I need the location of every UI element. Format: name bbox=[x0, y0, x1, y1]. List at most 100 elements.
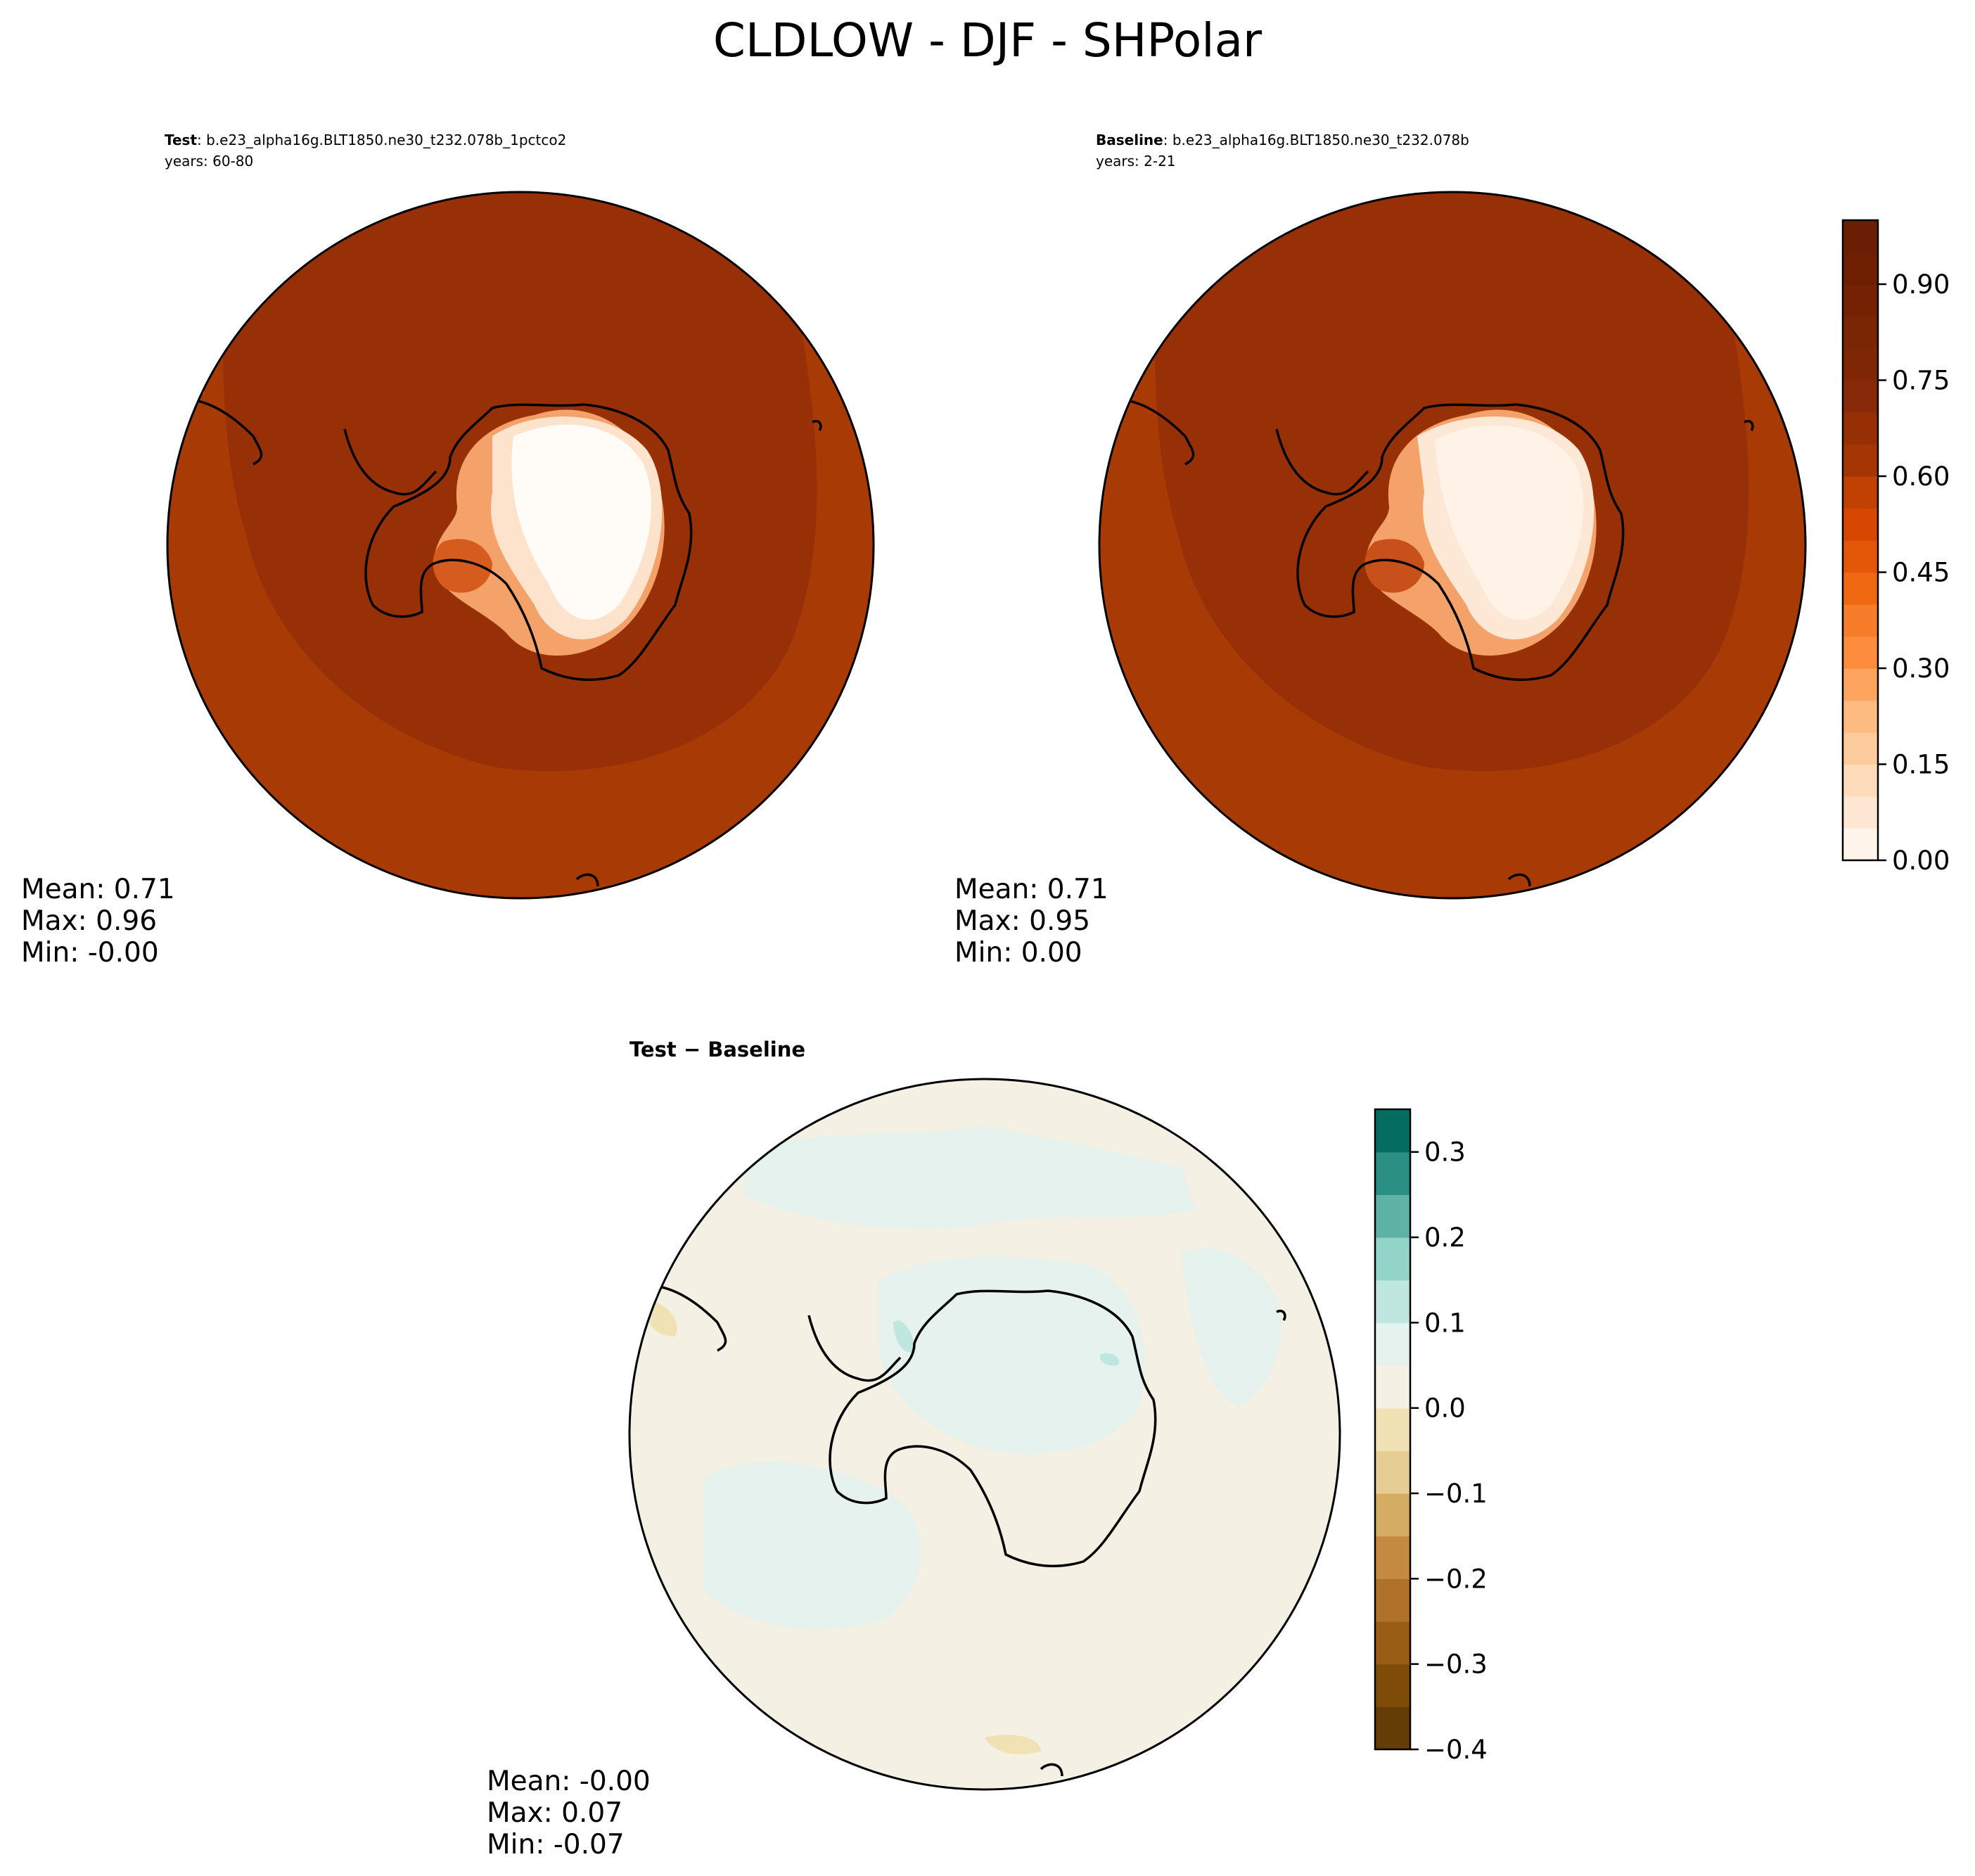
coastline-antarctica bbox=[829, 1289, 1157, 1568]
map-zone-shelf bbox=[1364, 539, 1424, 593]
colorbar-1-level-11 bbox=[1843, 476, 1878, 509]
colorbar-1-level-16 bbox=[1843, 316, 1878, 349]
coastline-island bbox=[812, 420, 822, 432]
panel-test-label: Test bbox=[165, 132, 197, 148]
panel-baseline: Baseline: b.e23_alpha16g.BLT1850.ne30_t2… bbox=[954, 132, 1807, 969]
polar-map-baseline bbox=[1099, 192, 1805, 898]
panel-diff-title: Test − Baseline bbox=[629, 1038, 805, 1061]
colorbar-2-level-13 bbox=[1375, 1151, 1410, 1195]
colorbar-1-level-7 bbox=[1843, 604, 1878, 637]
colorbar-1-tick-label: 0.45 bbox=[1892, 558, 1950, 588]
colorbar-2-level-5 bbox=[1375, 1493, 1410, 1537]
polar-map-test bbox=[167, 192, 874, 898]
colorbar-2-tick-label: −0.3 bbox=[1424, 1650, 1488, 1680]
colorbar-2-tick-label: −0.4 bbox=[1424, 1735, 1488, 1765]
coastline-australia bbox=[1040, 1763, 1063, 1777]
colorbar-1-frame bbox=[1841, 219, 1879, 862]
panel-test-case-name: b.e23_alpha16g.BLT1850.ne30_t232.078b_1p… bbox=[206, 132, 566, 148]
colorbar-2-frame bbox=[1374, 1108, 1412, 1751]
colorbar-1-level-9 bbox=[1843, 540, 1878, 573]
panel-baseline-label: Baseline bbox=[1096, 132, 1163, 148]
panel-test-years: years: 60-80 bbox=[165, 153, 253, 170]
map-diff-positive-patch bbox=[1100, 1353, 1119, 1366]
panel-test-title: Test: b.e23_alpha16g.BLT1850.ne30_t232.0… bbox=[165, 132, 566, 148]
colorbar-2-tick-label: 0.3 bbox=[1424, 1137, 1466, 1168]
panel-test-separator: : bbox=[197, 132, 206, 148]
stat-min-diff: Min: -0.07 bbox=[487, 1829, 625, 1861]
colorbar-cloud-fraction: 0.00 0.15 0.30 0.45 0.60 0.75 0.90 bbox=[1841, 219, 1950, 876]
stat-min-baseline: Min: 0.00 bbox=[954, 937, 1082, 969]
colorbar-1-level-5 bbox=[1843, 668, 1878, 701]
colorbar-2-level-14 bbox=[1375, 1109, 1410, 1153]
panel-baseline-title: Baseline: b.e23_alpha16g.BLT1850.ne30_t2… bbox=[1096, 132, 1469, 148]
colorbar-1-tick-label: 0.90 bbox=[1892, 269, 1950, 300]
coastline-peninsula bbox=[1275, 428, 1369, 496]
colorbar-2-level-10 bbox=[1375, 1280, 1410, 1323]
map-zone-interior bbox=[1435, 425, 1584, 620]
panel-baseline-years: years: 2-21 bbox=[1096, 153, 1176, 170]
colorbar-2-level-7 bbox=[1375, 1408, 1410, 1451]
colorbar-2-level-0 bbox=[1375, 1706, 1410, 1750]
colorbar-1-level-19 bbox=[1843, 220, 1878, 253]
map-diff-positive-zone bbox=[1182, 1248, 1281, 1407]
colorbar-1-level-15 bbox=[1843, 348, 1878, 381]
colorbar-1-level-18 bbox=[1843, 252, 1878, 285]
colorbar-1-level-2 bbox=[1843, 764, 1878, 797]
map-boundary-baseline bbox=[1098, 191, 1807, 900]
map-zone-shelf bbox=[433, 539, 492, 593]
colorbar-1-level-4 bbox=[1843, 700, 1878, 733]
coastline-peninsula bbox=[343, 428, 437, 496]
colorbar-1-level-3 bbox=[1843, 732, 1878, 765]
colorbar-1-level-17 bbox=[1843, 284, 1878, 317]
coastline-peninsula bbox=[807, 1315, 902, 1382]
coastline-antarctica bbox=[1296, 403, 1625, 682]
map-zone-interior bbox=[511, 424, 652, 620]
colorbar-1-tick-label: 0.60 bbox=[1892, 461, 1950, 492]
panel-test: Test: b.e23_alpha16g.BLT1850.ne30_t232.0… bbox=[21, 132, 875, 969]
map-diff-positive-zone bbox=[879, 1256, 1145, 1455]
colorbar-2-level-1 bbox=[1375, 1664, 1410, 1707]
coastline-antarctica bbox=[364, 403, 693, 682]
colorbar-2-level-9 bbox=[1375, 1322, 1410, 1366]
colorbar-2-tick-label: 0.1 bbox=[1424, 1308, 1466, 1338]
colorbar-difference: −0.4 −0.3 −0.2 −0.1 0.0 0.1 0.2 0.3 bbox=[1374, 1108, 1488, 1765]
panel-baseline-case-name: b.e23_alpha16g.BLT1850.ne30_t232.078b bbox=[1172, 132, 1469, 148]
colorbar-2-level-4 bbox=[1375, 1536, 1410, 1579]
map-diff-negative-patch bbox=[646, 1301, 677, 1336]
coastline-australia bbox=[1507, 873, 1531, 887]
colorbar-2-level-2 bbox=[1375, 1621, 1410, 1665]
stat-mean-test: Mean: 0.71 bbox=[21, 874, 175, 905]
stat-min-test: Min: -0.00 bbox=[21, 937, 159, 969]
colorbar-2-tick-label: −0.2 bbox=[1424, 1564, 1488, 1594]
stat-max-baseline: Max: 0.95 bbox=[954, 905, 1090, 937]
colorbar-1-level-14 bbox=[1843, 380, 1878, 413]
colorbar-2-tick-label: −0.1 bbox=[1424, 1479, 1488, 1509]
colorbar-2-level-11 bbox=[1375, 1237, 1410, 1281]
map-diff-positive-zone bbox=[739, 1125, 1196, 1230]
colorbar-2-level-3 bbox=[1375, 1578, 1410, 1622]
colorbar-1-level-0 bbox=[1843, 828, 1878, 861]
colorbar-1-tick-label: 0.30 bbox=[1892, 653, 1950, 684]
colorbar-1-tick-label: 0.75 bbox=[1892, 366, 1950, 396]
colorbar-1-level-8 bbox=[1843, 572, 1878, 605]
map-diff-negative-patch bbox=[985, 1735, 1041, 1754]
coastline-australia bbox=[575, 873, 599, 887]
map-boundary-difference bbox=[628, 1078, 1341, 1791]
stats-difference: Mean: -0.00 Max: 0.07 Min: -0.07 bbox=[487, 1766, 651, 1861]
colorbar-1-level-10 bbox=[1843, 508, 1878, 541]
stat-mean-diff: Mean: -0.00 bbox=[487, 1766, 651, 1797]
stat-mean-baseline: Mean: 0.71 bbox=[954, 874, 1108, 905]
colorbar-1-tick-label: 0.15 bbox=[1892, 750, 1950, 780]
stats-baseline: Mean: 0.71 Max: 0.95 Min: 0.00 bbox=[954, 874, 1108, 969]
colorbar-1-tick-label: 0.00 bbox=[1892, 846, 1950, 876]
coastline-island bbox=[1744, 420, 1754, 432]
colorbar-1-level-13 bbox=[1843, 412, 1878, 445]
colorbar-2-level-6 bbox=[1375, 1450, 1410, 1494]
map-diff-positive-patch bbox=[893, 1320, 914, 1353]
figure-title: CLDLOW - DJF - SHPolar bbox=[713, 13, 1263, 68]
stats-test: Mean: 0.71 Max: 0.96 Min: -0.00 bbox=[21, 874, 175, 969]
colorbar-1-level-1 bbox=[1843, 796, 1878, 829]
colorbar-2-level-12 bbox=[1375, 1194, 1410, 1238]
colorbar-2-level-8 bbox=[1375, 1365, 1410, 1409]
